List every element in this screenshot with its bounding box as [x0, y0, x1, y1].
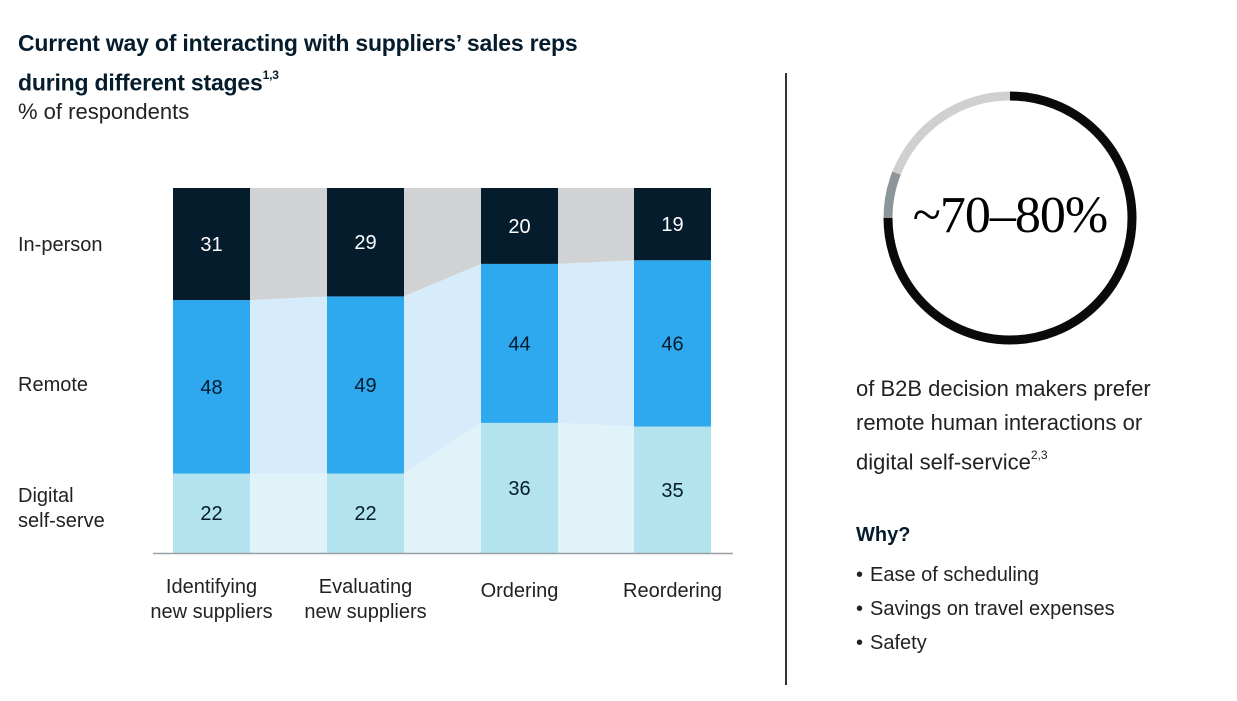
highlight-description: of B2B decision makers prefer remote hum…	[856, 372, 1216, 479]
value-label: 35	[661, 480, 683, 502]
x-tick-label: new suppliers	[304, 601, 426, 623]
bar-in-person	[634, 188, 711, 261]
value-label: 20	[508, 216, 530, 238]
row-label-in-person: In-person	[18, 233, 103, 258]
value-label: 29	[354, 232, 376, 254]
row-label-remote-line: Remote	[18, 374, 89, 396]
bullet-icon: •	[856, 564, 864, 586]
reason-text: Safety	[870, 632, 927, 654]
chart-title-line-2: during different stages1,3	[18, 61, 577, 101]
band-in-person	[250, 188, 327, 301]
reason-item: • Safety	[856, 626, 1115, 660]
row-label-digital-line-1: Digital	[18, 485, 74, 507]
reasons-list: • Ease of scheduling • Savings on travel e…	[856, 558, 1115, 660]
stacked-bar-chart: 22 48 31 22 49 29 36 44 20 35 46 19 Identifying new …	[150, 188, 733, 623]
description-line-2: remote human interactions or	[856, 410, 1143, 435]
reason-text: Ease of scheduling	[870, 564, 1040, 586]
row-label-digital-self-serve: Digital self-serve	[18, 484, 105, 534]
description-line-3: digital self-service2,3	[856, 440, 1216, 479]
bullet-icon: •	[856, 632, 864, 654]
value-labels: 22 48 31 22 49 29 36 44 20 35 46 19	[200, 214, 683, 525]
bar-digital-self-serve	[634, 426, 711, 553]
value-label: 49	[354, 375, 376, 397]
x-tick-label: Evaluating	[319, 576, 412, 598]
bar-remote	[327, 296, 404, 474]
value-label: 22	[200, 503, 222, 525]
vertical-divider	[785, 73, 787, 685]
x-tick-label: Reordering	[623, 580, 722, 602]
bar-remote	[481, 263, 558, 423]
bar-remote	[634, 260, 711, 427]
bar-in-person	[173, 188, 250, 301]
description-line-1: of B2B decision makers prefer	[856, 376, 1151, 401]
value-label: 19	[661, 214, 683, 236]
bar-in-person	[327, 188, 404, 297]
band-remote	[250, 296, 327, 474]
bar-in-person	[481, 188, 558, 264]
band-digital-self-serve	[250, 473, 327, 553]
reason-item: • Ease of scheduling	[856, 558, 1115, 592]
chart-title-footnote: 1,3	[262, 68, 279, 82]
x-tick-label: Identifying	[166, 576, 257, 598]
chart-title: Current way of interacting with supplier…	[18, 26, 578, 101]
reason-text: Savings on travel expenses	[870, 598, 1115, 620]
band-in-person	[558, 188, 634, 264]
bar-digital-self-serve	[173, 473, 250, 553]
chart-subtitle: % of respondents	[18, 99, 190, 124]
row-label-digital-line-2: self-serve	[18, 510, 105, 532]
chart-title-line-2-text: during different stages	[18, 69, 263, 96]
bar-remote	[173, 300, 250, 474]
value-label: 36	[508, 478, 530, 500]
band-digital-self-serve	[404, 422, 481, 553]
bar-segments	[173, 188, 711, 553]
description-footnote: 2,3	[1030, 448, 1048, 462]
bullet-icon: •	[856, 598, 864, 620]
x-tick-label: Ordering	[481, 580, 559, 602]
x-tick-label: new suppliers	[150, 601, 272, 623]
band-digital-self-serve	[558, 422, 634, 553]
band-in-person	[404, 188, 481, 297]
row-label-in-person-line: In-person	[18, 234, 103, 256]
value-label: 22	[354, 503, 376, 525]
why-heading: Why?	[856, 524, 911, 546]
value-label: 48	[200, 377, 222, 399]
bar-digital-self-serve	[327, 473, 404, 553]
x-tick-labels: Identifying new suppliers Evaluating new su…	[150, 576, 722, 623]
band-remote	[558, 260, 634, 427]
value-label: 31	[200, 234, 222, 256]
reason-item: • Savings on travel expenses	[856, 592, 1115, 626]
big-percentage: ~70–80%	[912, 187, 1108, 244]
value-label: 46	[661, 333, 683, 355]
connector-bands	[250, 188, 634, 553]
ring-segment-gray-light	[892, 91, 1011, 175]
bar-digital-self-serve	[481, 422, 558, 553]
row-label-remote: Remote	[18, 373, 88, 398]
band-remote	[404, 263, 481, 474]
chart-title-line-1: Current way of interacting with supplier…	[18, 30, 578, 56]
value-label: 44	[508, 333, 530, 355]
description-line-3-text: digital self-service	[856, 449, 1031, 475]
